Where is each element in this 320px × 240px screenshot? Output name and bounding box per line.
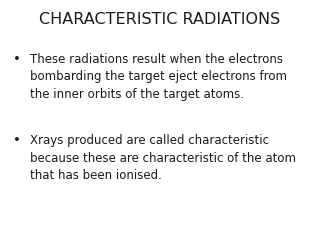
Text: •: •: [13, 53, 21, 66]
Text: CHARACTERISTIC RADIATIONS: CHARACTERISTIC RADIATIONS: [39, 12, 281, 27]
Text: These radiations result when the electrons
bombarding the target eject electrons: These radiations result when the electro…: [30, 53, 287, 101]
Text: •: •: [13, 134, 21, 147]
Text: Xrays produced are called characteristic
because these are characteristic of the: Xrays produced are called characteristic…: [30, 134, 296, 182]
